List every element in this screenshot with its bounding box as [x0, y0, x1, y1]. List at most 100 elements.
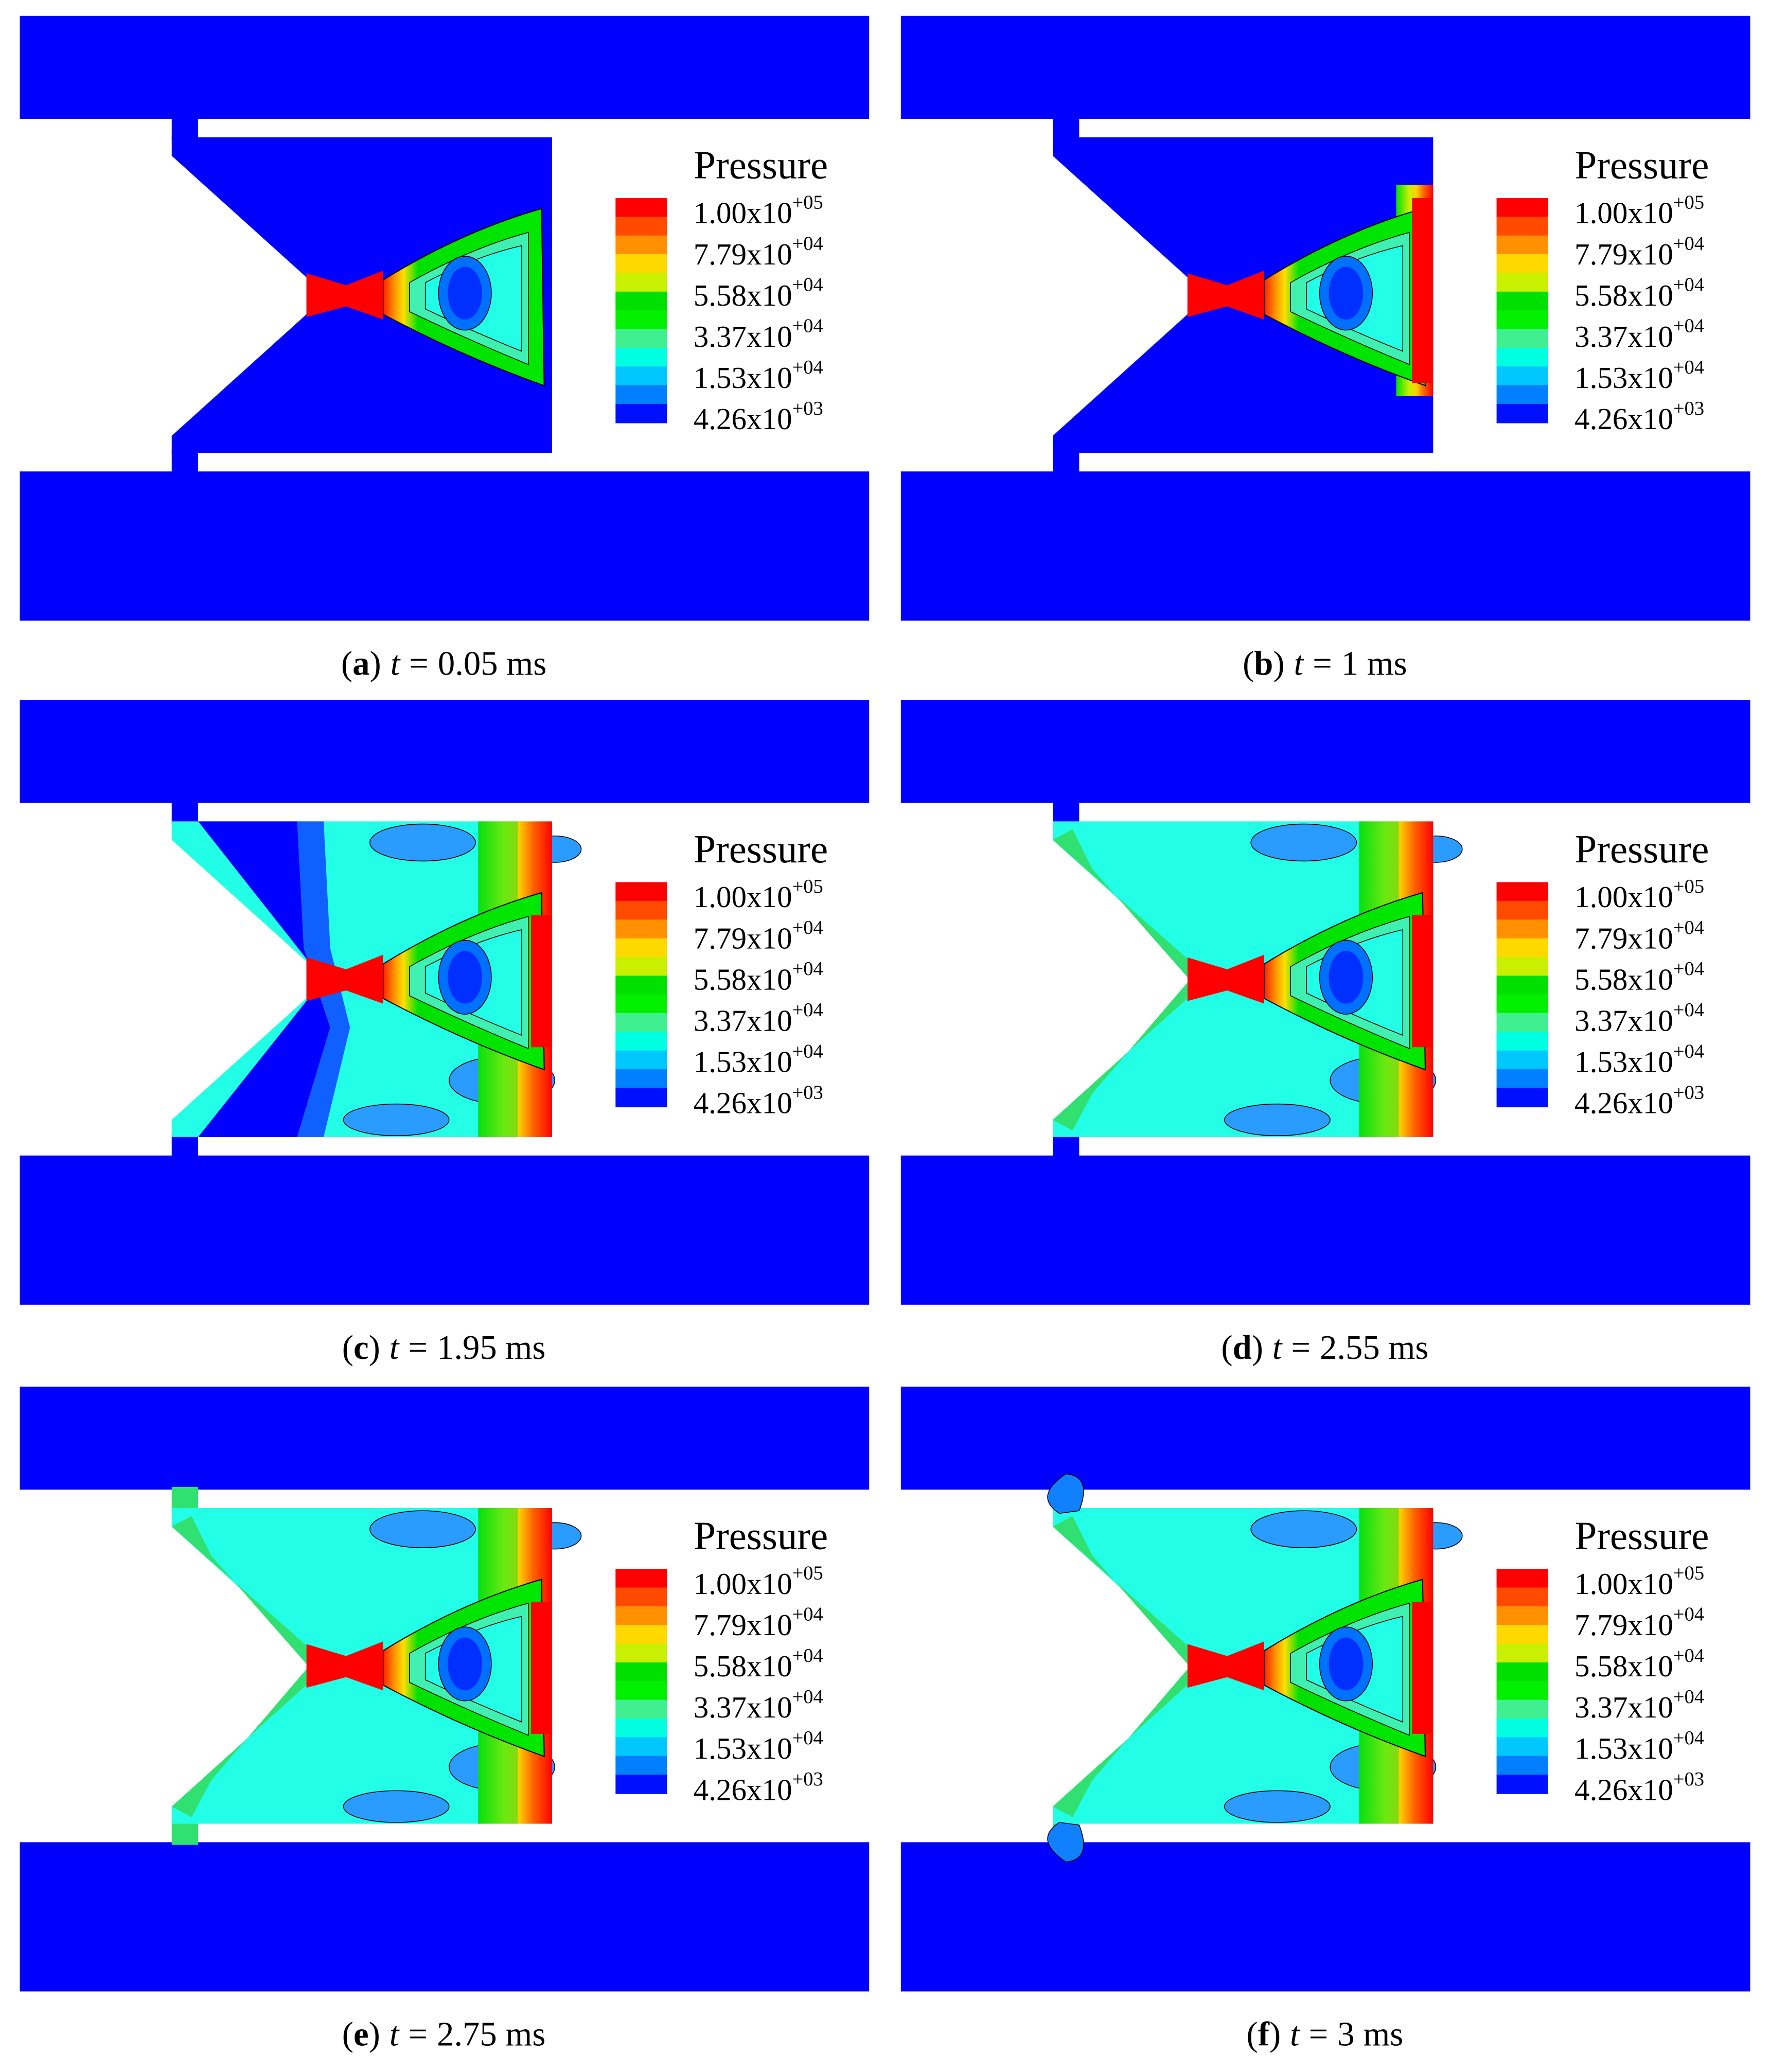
legend-band [615, 1756, 667, 1776]
strut [1053, 1134, 1079, 1158]
bottom-wall [20, 471, 870, 621]
nozzle [306, 954, 383, 1004]
legend-band [615, 329, 667, 349]
legend-label: 1.00x10+05 [694, 876, 823, 914]
bottom-wall [20, 1155, 870, 1305]
nozzle [1187, 271, 1264, 320]
legend-band [615, 976, 667, 995]
caption-letter: d [1233, 1329, 1252, 1367]
caption-open: ( [1221, 1329, 1232, 1367]
diag-band [1053, 1669, 1188, 1817]
caption-eq: = [409, 645, 429, 683]
caption-close: ) [369, 1329, 380, 1367]
legend-band [615, 1606, 667, 1626]
label-exp: +04 [1673, 1604, 1704, 1625]
legend-label: 1.53x10+04 [694, 357, 823, 395]
legend-label: 1.53x10+04 [694, 1727, 823, 1765]
legend-band [1496, 1587, 1548, 1607]
label-base: 1.00x10 [1574, 880, 1673, 914]
low-zone [343, 1790, 450, 1823]
label-exp: +04 [1673, 233, 1704, 255]
legend-band [1496, 1681, 1548, 1701]
label-base: 1.00x10 [694, 880, 792, 914]
legend-band [615, 385, 667, 405]
caption: (a) t = 0.05 ms [341, 645, 546, 683]
legend-band [1496, 900, 1548, 920]
label-base: 7.79x10 [1574, 921, 1673, 955]
caption-eq: = [1313, 645, 1332, 683]
label-exp: +05 [792, 192, 823, 214]
label-base: 4.26x10 [1574, 402, 1673, 436]
edge-hot [1412, 198, 1433, 383]
legend-band [1496, 1737, 1548, 1757]
label-exp: +05 [792, 876, 823, 897]
caption-letter: f [1258, 2016, 1270, 2053]
label-base: 1.53x10 [694, 361, 792, 395]
label-base: 3.37x10 [694, 1003, 792, 1037]
legend-title: Pressure [694, 827, 828, 871]
legend-label: 7.79x10+04 [1574, 1604, 1704, 1642]
legend-label: 1.00x10+05 [694, 1563, 823, 1601]
legend-label: 4.26x10+03 [1574, 1768, 1704, 1807]
legend-band [615, 1699, 667, 1720]
legend-band [1496, 957, 1548, 977]
bottom-wall [900, 471, 1750, 621]
legend-label: 4.26x10+03 [1574, 398, 1704, 436]
label-exp: +04 [1673, 958, 1704, 980]
low-zone [1224, 1103, 1331, 1137]
caption: (e) t = 2.75 ms [342, 2016, 546, 2053]
caption-open: ( [341, 645, 352, 683]
legend-label: 5.58x10+04 [694, 958, 823, 996]
legend-band [1496, 994, 1548, 1014]
label-base: 4.26x10 [694, 1086, 792, 1120]
legend-label: 4.26x10+03 [1574, 1082, 1704, 1120]
caption-open: ( [342, 2016, 353, 2053]
legend-label: 7.79x10+04 [694, 917, 823, 955]
label-exp: +04 [792, 274, 823, 296]
legend-label: 7.79x10+04 [694, 1604, 823, 1642]
legend-label: 1.00x10+05 [1574, 1563, 1704, 1601]
label-exp: +04 [1673, 917, 1704, 938]
legend-label: 1.53x10+04 [694, 1040, 823, 1078]
label-exp: +05 [1673, 1563, 1704, 1584]
caption-letter: a [352, 645, 369, 683]
caption-letter: c [353, 1329, 369, 1367]
top-wall [20, 1386, 870, 1490]
strut [171, 800, 199, 824]
leak-blob [1047, 1473, 1084, 1514]
legend-band [615, 1569, 667, 1588]
top-wall [900, 15, 1750, 119]
label-exp: +04 [1673, 357, 1704, 378]
caption-eq: = [1309, 2016, 1329, 2053]
legend-band [615, 1625, 667, 1644]
label-exp: +03 [792, 1082, 823, 1103]
plume-low [448, 950, 483, 1004]
label-exp: +03 [1673, 1768, 1704, 1790]
label-exp: +04 [1673, 1645, 1704, 1667]
plume-low [1329, 267, 1364, 320]
legend-band [615, 1013, 667, 1033]
panel: Pressure1.00x10+057.79x10+045.58x10+043.… [20, 1386, 870, 2053]
legend-band [1496, 198, 1548, 218]
legend-label: 1.00x10+05 [1574, 192, 1704, 230]
legend-band [1496, 1088, 1548, 1108]
legend-label: 3.37x10+04 [694, 1686, 823, 1724]
legend-band [615, 957, 667, 977]
label-exp: +04 [792, 958, 823, 980]
legend-band [615, 1032, 667, 1052]
label-base: 1.00x10 [694, 1567, 792, 1601]
label-base: 5.58x10 [694, 278, 792, 312]
panel: Pressure1.00x10+057.79x10+045.58x10+043.… [20, 700, 870, 1367]
legend-label: 5.58x10+04 [694, 274, 823, 312]
legend-band [1496, 1013, 1548, 1033]
panel: Pressure1.00x10+057.79x10+045.58x10+043.… [20, 15, 870, 683]
caption-var: t [1294, 645, 1304, 683]
caption-var: t [390, 2016, 400, 2053]
legend-band [615, 310, 667, 330]
legend-band [1496, 938, 1548, 958]
diag-band [1053, 1516, 1188, 1664]
label-base: 5.58x10 [1574, 1649, 1673, 1683]
legend-band [615, 900, 667, 920]
legend-band [1496, 1662, 1548, 1682]
legend-label: 7.79x10+04 [1574, 917, 1704, 955]
